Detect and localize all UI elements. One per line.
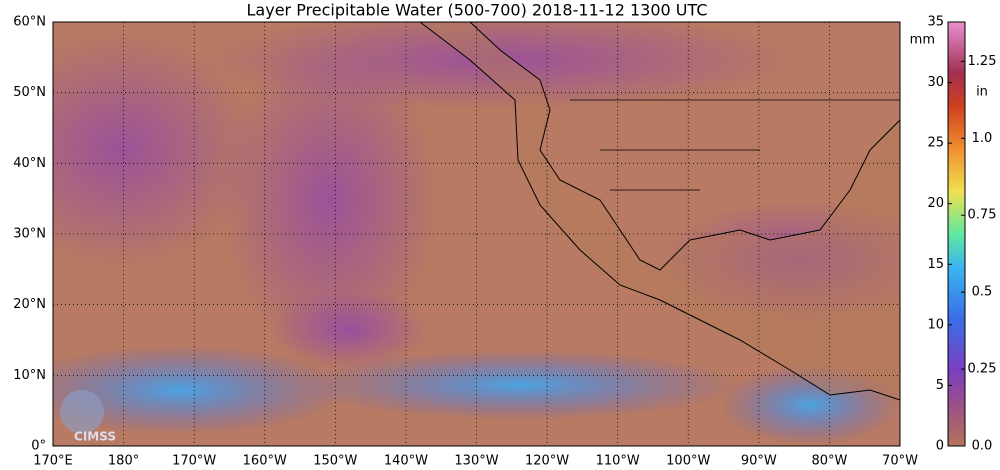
colorbar-mm-label: 35 [927, 15, 944, 30]
colorbar-in-label: 0.5 [972, 285, 993, 300]
lon-label: 150°W [313, 454, 357, 469]
moisture [220, 40, 440, 360]
logo-text: CIMSS [74, 430, 116, 444]
logo: CIMSS [60, 390, 116, 444]
lon-label: 180° [108, 454, 139, 469]
lat-label: 50°N [13, 85, 46, 100]
map [53, 22, 900, 446]
lon-label: 110°W [596, 454, 640, 469]
colorbar-mm-label: 30 [927, 75, 944, 90]
colorbar-unit-in: in [976, 85, 988, 100]
lon-label: 140°W [384, 454, 428, 469]
colorbar-mm-label: 0 [936, 439, 944, 454]
colorbar-mm-label: 5 [936, 378, 944, 393]
logo-globe [60, 390, 104, 434]
lon-label: 160°W [243, 454, 287, 469]
colorbar-in-label: 1.25 [968, 54, 997, 69]
lon-label: 170°W [172, 454, 216, 469]
borders [570, 99, 900, 191]
moisture [300, 350, 740, 420]
lat-label: 10°N [13, 368, 46, 383]
colorbar [947, 21, 966, 447]
lon-label: 120°W [525, 454, 569, 469]
lat-label: 30°N [13, 227, 46, 242]
title: Layer Precipitable Water (500-700) 2018-… [247, 1, 708, 20]
lat-label: 40°N [13, 156, 46, 171]
lon-label: 70°W [882, 454, 918, 469]
lat-label: 20°N [13, 297, 46, 312]
lon-label: 80°W [811, 454, 847, 469]
colorbar-in-label: 0.75 [968, 208, 997, 223]
colorbar-in-label: 0.0 [972, 439, 993, 454]
moisture [270, 290, 430, 370]
colorbar-in-label: 1.0 [972, 131, 993, 146]
colorbar-mm-label: 20 [927, 196, 944, 211]
lon-label: 100°W [666, 454, 710, 469]
lon-label: 170°E [33, 454, 73, 469]
colorbar-mm-label: 10 [927, 317, 944, 332]
lat-label: 0° [31, 439, 46, 454]
colorbar-mm-label: 25 [927, 136, 944, 151]
lon-label: 90°W [741, 454, 777, 469]
lon-label: 130°W [454, 454, 498, 469]
moisture [53, 30, 260, 270]
moisture [53, 345, 350, 435]
lat-label: 60°N [13, 15, 46, 30]
colorbar-in-label: 0.25 [968, 362, 997, 377]
colorbar-unit-mm: mm [910, 33, 935, 48]
coastline [419, 22, 900, 401]
colorbar-mm-label: 15 [927, 257, 944, 272]
